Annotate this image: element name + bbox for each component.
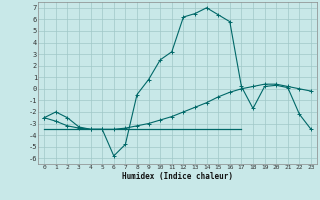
X-axis label: Humidex (Indice chaleur): Humidex (Indice chaleur) [122, 172, 233, 181]
